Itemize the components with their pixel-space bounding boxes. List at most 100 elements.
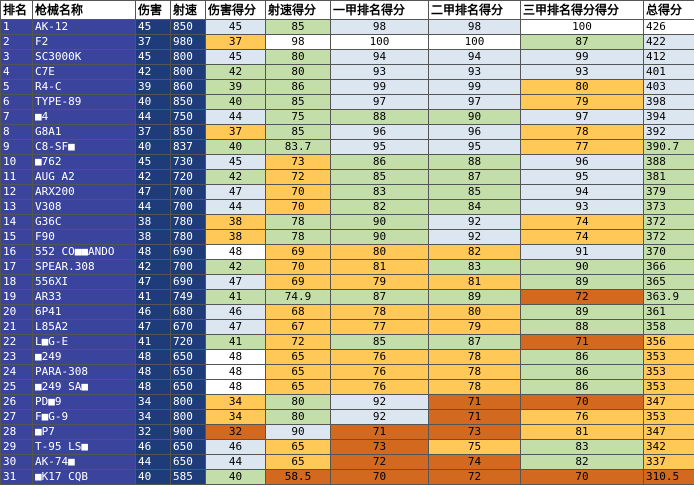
score-cell: 82 — [330, 199, 429, 215]
score-cell: 91 — [520, 244, 644, 260]
score-cell: 90 — [330, 214, 429, 230]
score-cell: 87 — [330, 289, 429, 305]
stat-cell: 900 — [170, 424, 206, 440]
rank-name-cell: ■P7 — [32, 424, 136, 440]
rank-name-cell: R4-C — [32, 79, 136, 95]
score-cell: 46 — [205, 304, 266, 320]
rank-name-cell: 12 — [0, 184, 33, 200]
score-cell: 90 — [520, 259, 644, 275]
table-row: 20 6P41 46 680 46 68 78 80 89 361 — [0, 304, 694, 320]
score-cell: 83 — [428, 259, 521, 275]
score-cell: 85 — [265, 124, 331, 140]
header-cell: 三甲排名得分得分 — [520, 0, 644, 20]
rank-name-cell: C7E — [32, 64, 136, 80]
score-cell: 74 — [520, 214, 644, 230]
score-cell: 95 — [330, 139, 429, 155]
score-cell: 426 — [643, 19, 694, 35]
score-cell: 100 — [330, 34, 429, 50]
score-cell: 422 — [643, 34, 694, 50]
score-cell: 34 — [205, 409, 266, 425]
stat-cell: 780 — [170, 214, 206, 230]
table-row: 11 AUG A2 42 720 42 72 85 87 95 381 — [0, 169, 694, 185]
score-cell: 78 — [265, 229, 331, 245]
stat-cell: 780 — [170, 229, 206, 245]
rank-name-cell: 552 CO■■ANDO — [32, 244, 136, 260]
rank-name-cell: 4 — [0, 64, 33, 80]
score-cell: 87 — [428, 169, 521, 185]
score-cell: 76 — [520, 409, 644, 425]
rank-name-cell: PD■9 — [32, 394, 136, 410]
rank-name-cell: 25 — [0, 379, 33, 395]
stat-cell: 47 — [135, 319, 171, 335]
rank-name-cell: G36C — [32, 214, 136, 230]
score-cell: 41 — [205, 289, 266, 305]
score-cell: 86 — [520, 379, 644, 395]
score-cell: 79 — [428, 319, 521, 335]
score-cell: 85 — [330, 169, 429, 185]
score-cell: 347 — [643, 424, 694, 440]
score-cell: 38 — [205, 229, 266, 245]
stat-cell: 44 — [135, 454, 171, 470]
score-cell: 85 — [265, 94, 331, 110]
score-cell: 83.7 — [265, 139, 331, 155]
score-cell: 86 — [330, 154, 429, 170]
stat-cell: 837 — [170, 139, 206, 155]
score-cell: 70 — [265, 259, 331, 275]
score-cell: 70 — [520, 469, 644, 485]
rank-name-cell: 6 — [0, 94, 33, 110]
score-cell: 40 — [205, 94, 266, 110]
score-cell: 390.7 — [643, 139, 694, 155]
score-cell: 47 — [205, 319, 266, 335]
table-row: 9 C8-SF■ 40 837 40 83.7 95 95 77 390.7 — [0, 139, 694, 155]
score-cell: 365 — [643, 274, 694, 290]
stat-cell: 40 — [135, 94, 171, 110]
table-row: 25 ■249 SA■ 48 650 48 65 76 78 86 353 — [0, 379, 694, 395]
stat-cell: 860 — [170, 79, 206, 95]
score-cell: 403 — [643, 79, 694, 95]
score-cell: 90 — [330, 229, 429, 245]
score-cell: 363.9 — [643, 289, 694, 305]
rank-name-cell: 5 — [0, 79, 33, 95]
score-cell: 40 — [205, 139, 266, 155]
score-cell: 37 — [205, 124, 266, 140]
stat-cell: 34 — [135, 409, 171, 425]
rank-name-cell: 17 — [0, 259, 33, 275]
stat-cell: 750 — [170, 109, 206, 125]
score-cell: 72 — [265, 169, 331, 185]
header-row: 排名 枪械名称 伤害 射速 伤害得分 射速得分 一甲排名得分 二甲排名得分 三甲排名得分得分 总得… — [0, 0, 694, 20]
stat-cell: 44 — [135, 199, 171, 215]
rank-name-cell: ■249 — [32, 349, 136, 365]
score-cell: 99 — [428, 79, 521, 95]
stat-cell: 720 — [170, 169, 206, 185]
rank-name-cell: 11 — [0, 169, 33, 185]
score-cell: 379 — [643, 184, 694, 200]
score-cell: 93 — [428, 64, 521, 80]
rank-name-cell: 18 — [0, 274, 33, 290]
header-cell: 射速得分 — [265, 0, 331, 20]
rank-name-cell: V308 — [32, 199, 136, 215]
score-cell: 82 — [428, 244, 521, 260]
score-cell: 69 — [265, 244, 331, 260]
header-cell: 射速 — [170, 0, 206, 20]
table-row: 27 F■G-9 34 800 34 80 92 71 76 353 — [0, 409, 694, 425]
score-cell: 353 — [643, 379, 694, 395]
score-cell: 80 — [265, 64, 331, 80]
rank-name-cell: 21 — [0, 319, 33, 335]
score-cell: 78 — [520, 124, 644, 140]
stat-cell: 44 — [135, 109, 171, 125]
rank-name-cell: 22 — [0, 334, 33, 350]
score-cell: 39 — [205, 79, 266, 95]
score-cell: 100 — [520, 19, 644, 35]
rank-name-cell: 19 — [0, 289, 33, 305]
score-cell: 71 — [428, 394, 521, 410]
score-cell: 98 — [428, 19, 521, 35]
stat-cell: 38 — [135, 229, 171, 245]
stat-cell: 650 — [170, 364, 206, 380]
table-row: 23 ■249 48 650 48 65 76 78 86 353 — [0, 349, 694, 365]
score-cell: 92 — [428, 214, 521, 230]
stat-cell: 800 — [170, 394, 206, 410]
stat-cell: 41 — [135, 334, 171, 350]
table-row: 2 F2 37 980 37 98 100 100 87 422 — [0, 34, 694, 50]
rank-name-cell: 8 — [0, 124, 33, 140]
table-row: 3 SC3000K 45 800 45 80 94 94 99 412 — [0, 49, 694, 65]
